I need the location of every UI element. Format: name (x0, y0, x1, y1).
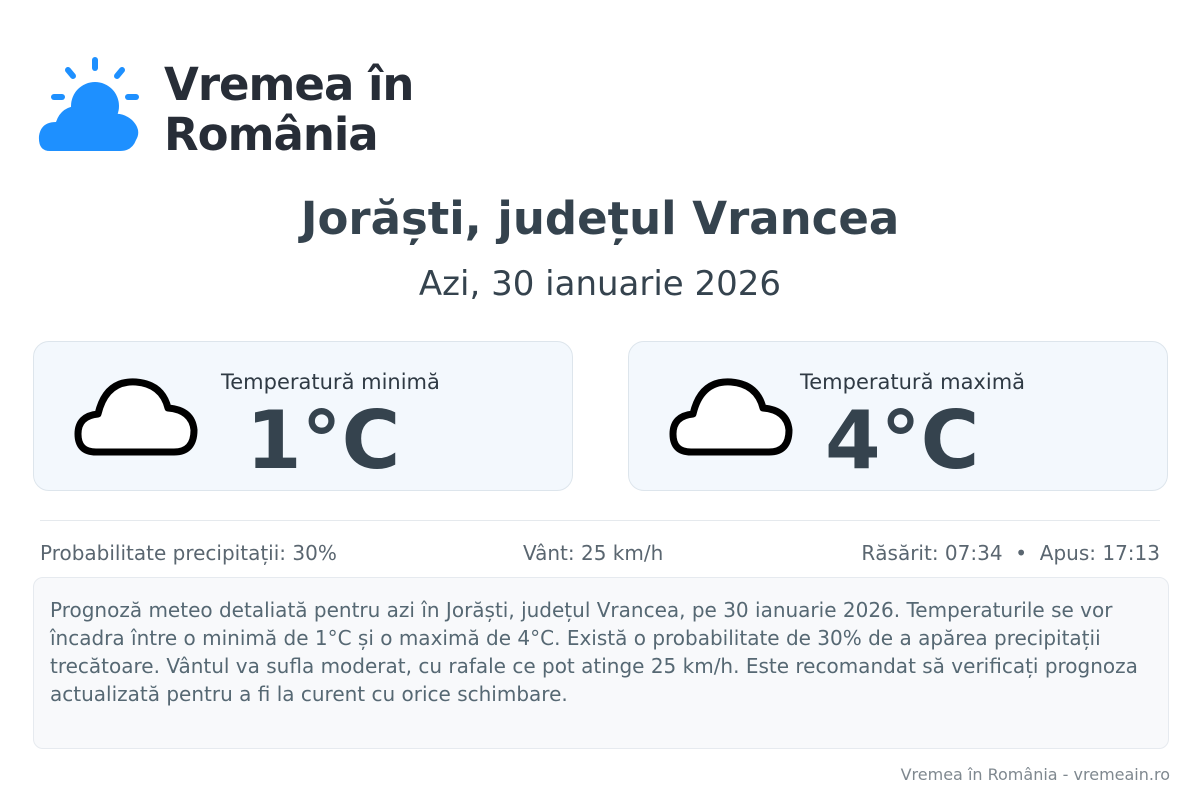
max-temp-value: 4°C (825, 394, 980, 487)
sun-stat: Răsărit: 07:34 • Apus: 17:13 (861, 541, 1160, 565)
sun-cloud-icon (38, 57, 139, 151)
max-temp-card: Temperatură maximă 4°C (628, 341, 1168, 491)
divider (40, 520, 1160, 521)
precipitation-stat: Probabilitate precipitații: 30% (40, 541, 337, 565)
logo[interactable]: Vremea în România (36, 54, 414, 160)
min-temp-card: Temperatură minimă 1°C (33, 341, 573, 491)
forecast-date: Azi, 30 ianuarie 2026 (418, 264, 782, 304)
logo-text: Vremea în România (164, 58, 414, 161)
min-temp-value: 1°C (246, 394, 401, 487)
wind-stat: Vânt: 25 km/h (523, 541, 664, 565)
cloud-icon (74, 378, 198, 456)
page-title: Jorăști, județul Vrancea (300, 192, 900, 245)
max-temp-label: Temperatură maximă (800, 370, 1026, 394)
footer-credit[interactable]: Vremea în România - vremeain.ro (900, 765, 1170, 784)
forecast-description: Prognoză meteo detaliată pentru azi în J… (33, 577, 1169, 749)
cloud-icon (669, 378, 793, 456)
min-temp-label: Temperatură minimă (221, 370, 440, 394)
